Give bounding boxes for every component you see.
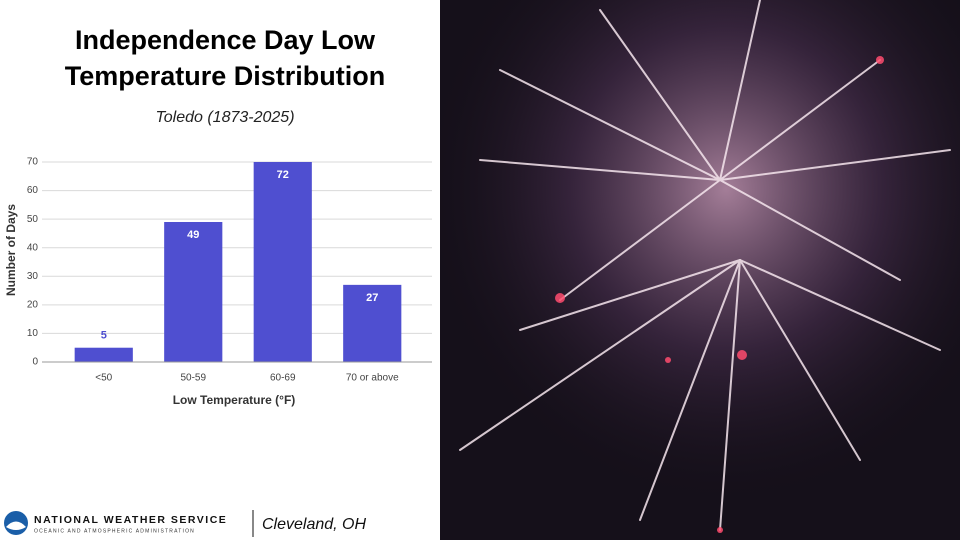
bar <box>164 222 223 362</box>
noaa-logo-wave <box>6 521 26 530</box>
y-axis-label: Number of Days <box>4 204 18 296</box>
bar <box>343 284 402 362</box>
y-tick-label: 70 <box>27 157 39 168</box>
value-label: 5 <box>101 330 107 342</box>
y-tick-label: 10 <box>27 328 39 339</box>
plot-area <box>74 162 402 362</box>
x-tick-label: 60-69 <box>270 373 296 384</box>
office-name: Cleveland, OH <box>262 516 366 533</box>
x-tick-label: 50-59 <box>180 373 206 384</box>
footer: NATIONAL WEATHER SERVICE OCEANIC AND ATM… <box>4 510 366 537</box>
chart-title: Independence Day Low <box>75 25 376 55</box>
x-tick-label: 70 or above <box>346 373 399 384</box>
y-tick-label: 40 <box>27 242 39 253</box>
x-tick-label: <50 <box>95 373 112 384</box>
y-tick-label: 50 <box>27 214 39 225</box>
subagency-name: OCEANIC AND ATMOSPHERIC ADMINISTRATION <box>34 528 195 534</box>
chart-subtitle: Toledo (1873-2025) <box>155 109 294 126</box>
chart-title: Temperature Distribution <box>65 61 386 91</box>
y-tick-label: 30 <box>27 271 39 282</box>
bar <box>74 347 133 362</box>
y-tick-label: 20 <box>27 299 39 310</box>
value-label: 27 <box>366 292 378 304</box>
y-tick-label: 0 <box>32 357 38 368</box>
bar <box>253 162 312 362</box>
value-label: 72 <box>277 169 289 181</box>
value-label: 49 <box>187 229 199 241</box>
fireworks-photo <box>440 0 960 540</box>
x-axis-label: Low Temperature (°F) <box>173 393 296 407</box>
agency-name: NATIONAL WEATHER SERVICE <box>34 514 227 526</box>
y-tick-label: 60 <box>27 185 39 196</box>
